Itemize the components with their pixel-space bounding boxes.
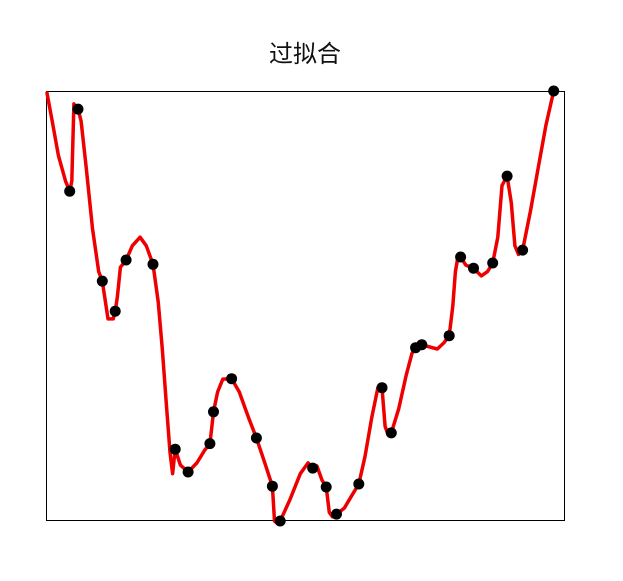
data-points-layer [64, 85, 560, 527]
data-point [274, 515, 286, 527]
data-point [517, 244, 529, 256]
data-point [182, 466, 194, 478]
data-point [147, 258, 159, 270]
fit-curve [45, 89, 556, 525]
fit-curve-layer [45, 89, 556, 525]
data-point [204, 438, 216, 450]
data-point [548, 85, 560, 97]
data-point [385, 427, 397, 439]
data-point [501, 170, 513, 182]
data-point [266, 480, 278, 492]
data-point [468, 262, 479, 274]
data-point [64, 185, 76, 197]
data-point [169, 443, 181, 455]
data-point [250, 432, 262, 444]
data-point [72, 103, 84, 115]
data-point [487, 257, 499, 269]
data-point [96, 275, 108, 287]
data-point [208, 406, 219, 418]
data-point [416, 339, 428, 351]
data-point [307, 462, 319, 474]
data-point [376, 382, 388, 394]
data-point [443, 330, 455, 342]
data-point [226, 373, 238, 385]
data-point [120, 254, 132, 266]
data-point [353, 478, 365, 490]
data-point [320, 481, 332, 493]
chart-title: 过拟合 [269, 40, 341, 68]
plot-frame [46, 91, 565, 521]
data-point [331, 508, 342, 520]
data-point [455, 251, 467, 263]
data-point [109, 305, 121, 317]
